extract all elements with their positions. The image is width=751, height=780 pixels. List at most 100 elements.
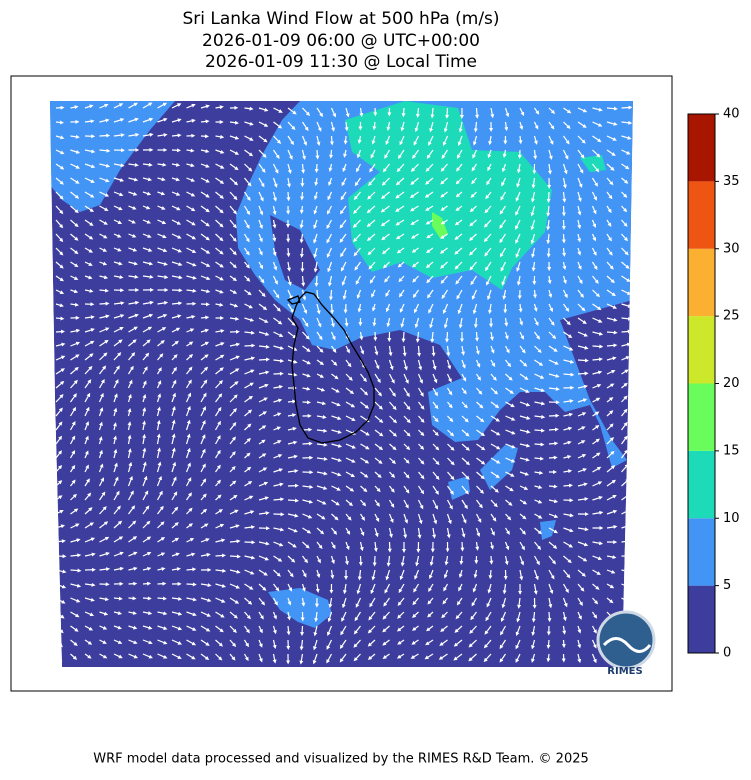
wind-arrow: [477, 108, 478, 117]
wind-arrow: [433, 346, 434, 355]
wind-arrow: [520, 136, 521, 142]
wind-arrow: [332, 136, 333, 144]
wind-arrow: [302, 626, 303, 634]
title-line: 2026-01-09 11:30 @ Local Time: [205, 52, 477, 72]
wind-arrow: [535, 290, 536, 297]
wind-arrow: [593, 346, 602, 347]
wind-arrow: [346, 304, 347, 312]
colorbar-band: [688, 316, 715, 383]
wind-arrow: [187, 569, 195, 570]
wind-arrow: [56, 332, 63, 333]
wind-arrow: [100, 136, 109, 137]
wind-arrow: [303, 164, 304, 172]
wind-arrow: [172, 135, 180, 136]
wind-arrow: [432, 108, 433, 117]
wind-arrow: [302, 192, 303, 199]
colorbar-tick-label: 5: [723, 578, 731, 593]
wind-arrow: [316, 276, 317, 285]
wind-arrow: [549, 443, 556, 444]
wind-arrow: [288, 500, 297, 501]
wind-arrow: [259, 359, 268, 360]
wind-arrow: [549, 458, 556, 459]
wind-arrow: [346, 122, 347, 129]
wind-arrow: [374, 122, 375, 128]
wind-arrow: [447, 332, 448, 341]
wind-arrow: [549, 612, 550, 620]
colorbar-tick-label: 10: [723, 511, 740, 526]
wind-arrow: [114, 598, 121, 599]
wind-arrow: [187, 584, 195, 585]
wind-arrow: [302, 248, 303, 256]
wind-arrow: [317, 164, 318, 171]
wind-arrow: [564, 485, 572, 486]
wind-arrow: [564, 640, 565, 646]
colorbar-band: [688, 586, 715, 653]
wind-arrow: [578, 360, 587, 361]
wind-arrow: [216, 555, 225, 556]
wind-arrow: [564, 248, 565, 255]
wind-arrow: [607, 108, 616, 109]
colorbar-band: [688, 518, 715, 585]
wind-arrow: [622, 331, 630, 332]
wind-arrow: [447, 108, 448, 117]
wind-arrow: [346, 136, 347, 143]
wind-arrow: [564, 234, 565, 242]
wind-arrow: [549, 486, 556, 487]
wind-arrow: [403, 332, 404, 341]
wind-arrow: [418, 108, 419, 116]
wind-arrow: [374, 318, 375, 325]
wind-arrow: [331, 290, 332, 299]
wind-arrow: [578, 373, 587, 374]
colorbar-tick-label: 40: [723, 107, 740, 122]
wind-arrow: [201, 317, 207, 318]
wind-arrow: [303, 444, 311, 445]
wind-arrow: [288, 626, 289, 633]
wind-arrow: [607, 345, 615, 346]
wind-arrow: [535, 430, 544, 431]
title-line: 2026-01-09 06:00 @ UTC+00:00: [202, 31, 480, 51]
wind-arrow: [100, 304, 108, 305]
wind-arrow: [56, 318, 62, 319]
wind-arrow: [143, 598, 150, 599]
colorbar-band: [688, 181, 715, 248]
wind-arrow: [331, 150, 332, 157]
logo-emblem: [598, 612, 654, 668]
wind-arrow: [548, 654, 549, 660]
wind-arrow: [564, 374, 573, 375]
wind-arrow: [317, 150, 318, 158]
wind-arrow: [564, 206, 565, 215]
colorbar-band: [688, 249, 715, 316]
colorbar-tick-label: 20: [723, 376, 740, 391]
colorbar: 0 5 10 15 20 25 30 35 40: [688, 107, 740, 661]
colorbar-tick-label: 30: [723, 241, 740, 256]
colorbar-band: [688, 384, 715, 451]
wind-arrow: [100, 290, 108, 291]
wind-arrow: [201, 121, 208, 122]
wind-arrow: [143, 584, 149, 585]
colorbar-band: [688, 451, 715, 518]
wind-arrow: [491, 556, 492, 563]
wind-arrow: [477, 332, 478, 340]
colorbar-tick-label: 15: [723, 443, 740, 458]
logo: RIMES: [598, 612, 654, 677]
wind-arrow: [129, 598, 135, 599]
wind-arrow: [187, 150, 193, 151]
wind-arrow: [288, 192, 289, 199]
wind-arrow: [230, 556, 239, 557]
wind-arrow: [403, 108, 404, 115]
colorbar-tick-label: 0: [723, 646, 731, 661]
wind-arrow: [56, 654, 61, 660]
wind-arrow: [346, 318, 347, 325]
wind-arrow: [158, 598, 166, 599]
wind-arrow: [549, 429, 557, 430]
wind-field: [50, 101, 633, 667]
footer: WRF model data processed and visualized …: [93, 752, 589, 767]
wind-arrow: [245, 346, 254, 347]
wind-arrow: [462, 542, 463, 550]
colorbar-tick-label: 35: [723, 174, 740, 189]
wind-arrow: [535, 458, 543, 459]
colorbar-tick-label: 25: [723, 309, 740, 324]
wind-arrow: [476, 318, 477, 326]
